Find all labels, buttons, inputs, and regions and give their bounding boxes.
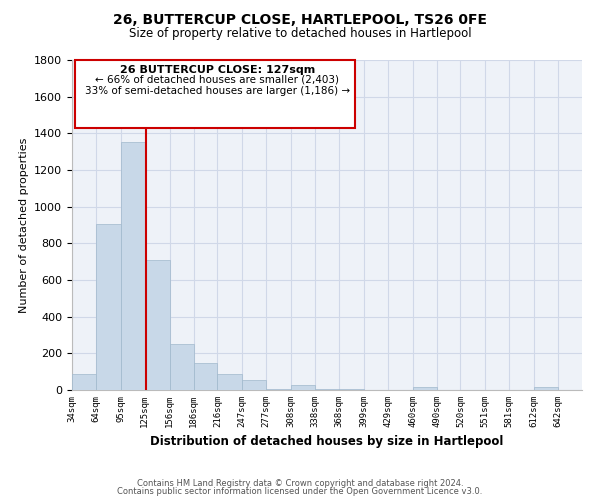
Bar (96, 224, 121, 390)
Bar (217, 374, 242, 390)
Bar (194, 364, 217, 390)
Bar (266, 389, 291, 390)
Bar (242, 380, 266, 390)
Text: Size of property relative to detached houses in Hartlepool: Size of property relative to detached ho… (128, 28, 472, 40)
Bar (291, 384, 315, 390)
Text: Contains HM Land Registry data © Crown copyright and database right 2024.: Contains HM Land Registry data © Crown c… (137, 478, 463, 488)
Bar (413, 387, 437, 390)
Text: ← 66% of detached houses are smaller (2,403): ← 66% of detached houses are smaller (2,… (95, 75, 340, 85)
Bar (121, 142, 145, 390)
Bar (315, 389, 339, 390)
Bar (145, 260, 170, 390)
Bar (534, 387, 558, 390)
Text: 26 BUTTERCUP CLOSE: 127sqm: 26 BUTTERCUP CLOSE: 127sqm (120, 65, 315, 75)
Y-axis label: Number of detached properties: Number of detached properties (19, 138, 29, 312)
Text: 26, BUTTERCUP CLOSE, HARTLEPOOL, TS26 0FE: 26, BUTTERCUP CLOSE, HARTLEPOOL, TS26 0F… (113, 12, 487, 26)
Bar (339, 389, 364, 390)
Text: Contains public sector information licensed under the Open Government Licence v3: Contains public sector information licen… (118, 487, 482, 496)
Text: 33% of semi-detached houses are larger (1,186) →: 33% of semi-detached houses are larger (… (85, 86, 350, 96)
Bar (72, 374, 96, 390)
X-axis label: Distribution of detached houses by size in Hartlepool: Distribution of detached houses by size … (151, 436, 503, 448)
Bar (170, 344, 194, 390)
FancyBboxPatch shape (74, 60, 355, 128)
